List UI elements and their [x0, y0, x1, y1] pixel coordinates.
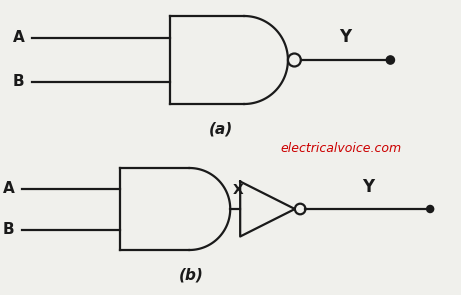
Text: B: B [13, 75, 24, 89]
Text: electricalvoice.com: electricalvoice.com [280, 142, 401, 155]
Circle shape [386, 56, 395, 64]
Text: X: X [233, 183, 243, 197]
Text: Y: Y [362, 178, 374, 196]
Text: (b): (b) [179, 268, 204, 283]
Text: A: A [12, 30, 24, 45]
Text: B: B [3, 222, 14, 237]
Text: (a): (a) [209, 122, 233, 137]
Text: Y: Y [340, 28, 352, 46]
Text: A: A [3, 181, 14, 196]
Circle shape [426, 205, 434, 212]
